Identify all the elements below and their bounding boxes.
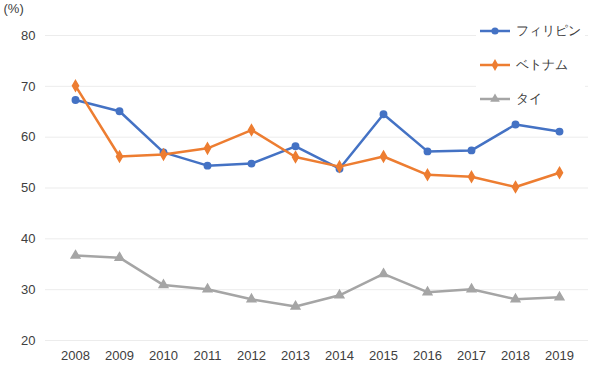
svg-text:60: 60 — [21, 129, 35, 144]
svg-text:2008: 2008 — [61, 348, 90, 363]
svg-text:2019: 2019 — [545, 348, 574, 363]
svg-text:2011: 2011 — [194, 348, 222, 363]
svg-text:2010: 2010 — [149, 348, 178, 363]
svg-text:2009: 2009 — [105, 348, 134, 363]
svg-text:50: 50 — [21, 180, 35, 195]
html-text:タイ: タイ — [516, 91, 542, 106]
svg-text:2012: 2012 — [237, 348, 266, 363]
svg-text:2014: 2014 — [325, 348, 354, 363]
svg-text:40: 40 — [21, 231, 35, 246]
svg-text:2013: 2013 — [281, 348, 310, 363]
svg-text:30: 30 — [21, 282, 35, 297]
svg-text:2017: 2017 — [457, 348, 486, 363]
svg-text:2018: 2018 — [501, 348, 530, 363]
html-text:ベトナム: ベトナム — [516, 57, 568, 72]
svg-text:2015: 2015 — [369, 348, 398, 363]
html-text:フィリピン: フィリピン — [516, 23, 581, 38]
svg-text:80: 80 — [21, 28, 35, 43]
svg-text:(%): (%) — [4, 1, 24, 16]
svg-text:2016: 2016 — [413, 348, 442, 363]
svg-text:20: 20 — [21, 333, 35, 348]
svg-text:70: 70 — [21, 78, 35, 93]
